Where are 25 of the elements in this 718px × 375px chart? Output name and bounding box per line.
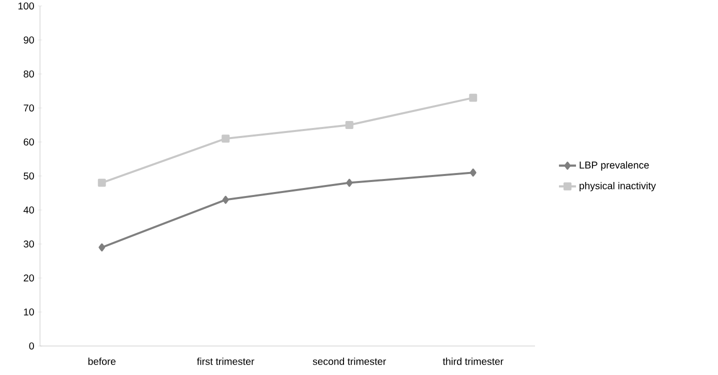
x-tick-label: first trimester — [196, 358, 254, 365]
y-tick-label: 80 — [24, 70, 34, 78]
y-tick-label: 100 — [18, 2, 34, 10]
y-tick-label: 40 — [24, 206, 34, 214]
point — [98, 178, 106, 187]
point — [345, 121, 354, 129]
legend-label: physical inactivity — [580, 182, 656, 192]
point — [346, 178, 353, 187]
point — [222, 196, 229, 204]
point — [469, 94, 478, 102]
point — [98, 243, 106, 252]
y-tick-label: 70 — [24, 104, 34, 112]
x-tick-label: third trimester — [442, 358, 504, 365]
y-tick-label: 10 — [24, 308, 34, 316]
point — [470, 168, 476, 177]
y-tick-label: 30 — [24, 240, 34, 248]
legend-label: LBP prevalence — [580, 161, 649, 171]
x-tick-label: before — [88, 358, 116, 365]
y-tick-label: 0 — [29, 342, 34, 350]
y-tick-label: 60 — [24, 138, 34, 146]
point — [222, 134, 230, 143]
x-tick-label: second trimester — [312, 358, 386, 365]
y-tick-label: 90 — [24, 36, 34, 44]
y-tick-label: 20 — [24, 274, 34, 282]
y-tick-label: 50 — [24, 172, 34, 180]
